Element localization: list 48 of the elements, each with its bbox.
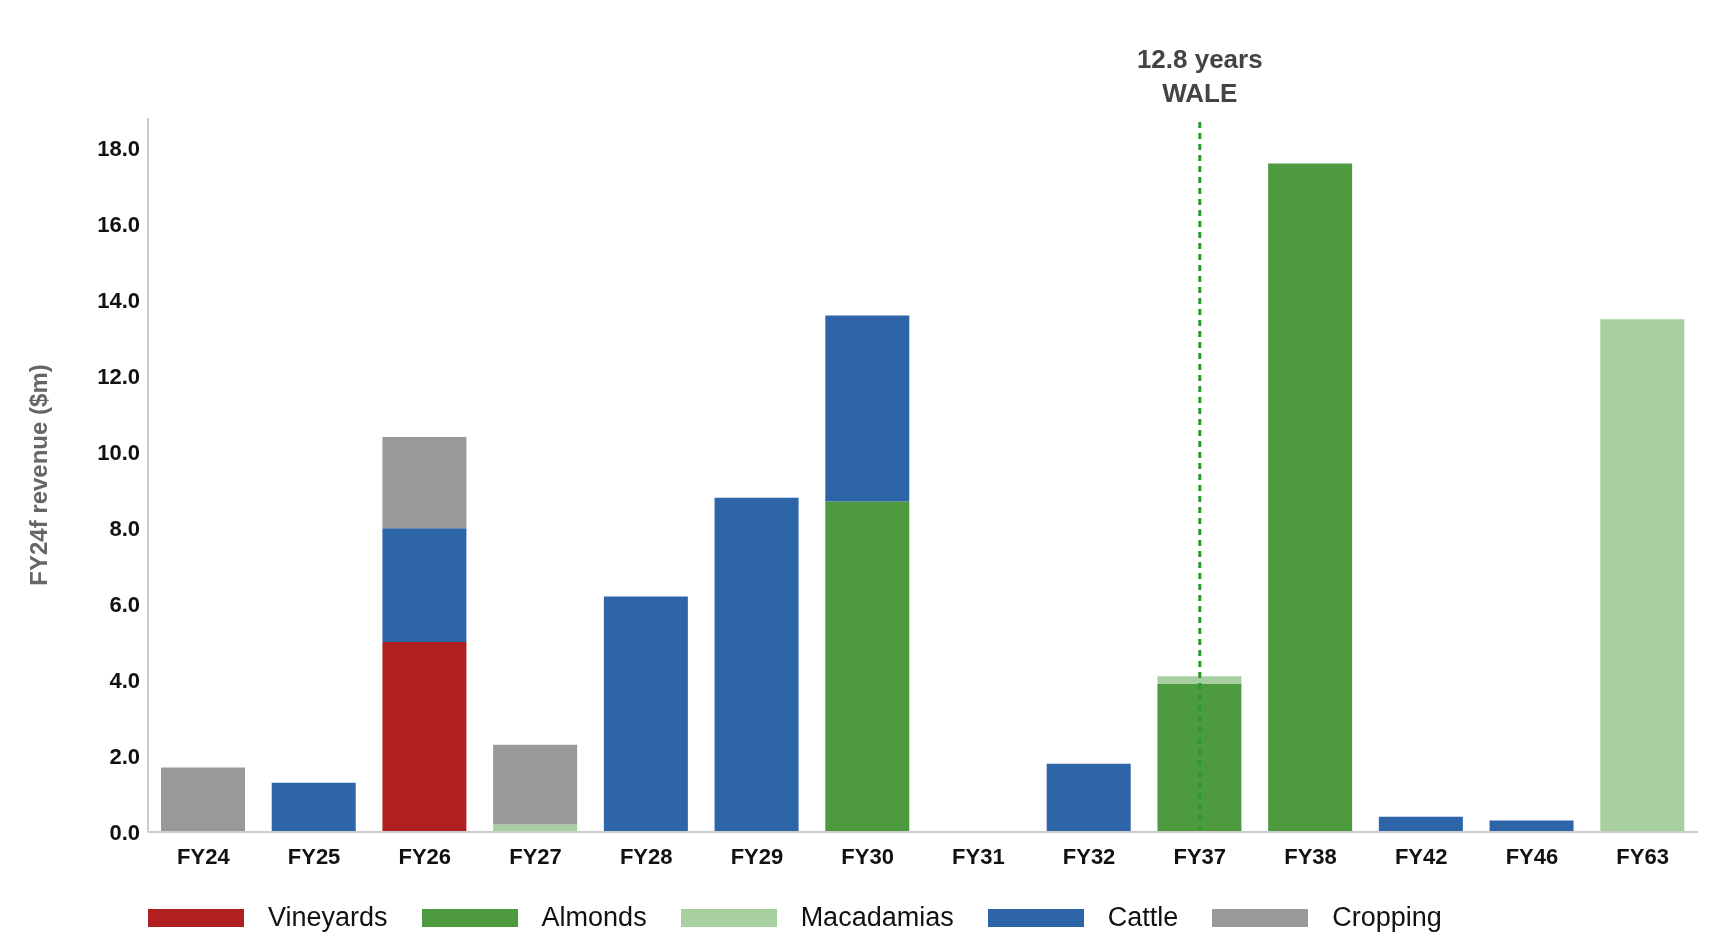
legend-label: Cropping	[1331, 902, 1442, 933]
x-tick-label: FY37	[1173, 843, 1227, 869]
bar	[271, 782, 356, 832]
x-tick-label: FY24	[177, 843, 231, 869]
y-tick-label: 4.0	[109, 667, 140, 693]
y-tick-label: 8.0	[109, 515, 140, 541]
bar	[382, 642, 467, 832]
x-tick-label: FY27	[509, 843, 562, 869]
bar	[825, 315, 910, 502]
y-tick-label: 10.0	[97, 440, 140, 466]
bar	[161, 767, 245, 832]
bar	[493, 744, 578, 825]
bar	[1046, 763, 1131, 832]
x-tick-label: FY26	[398, 843, 452, 869]
x-tick-label: FY38	[1284, 843, 1337, 869]
x-tick-label: FY42	[1394, 843, 1448, 869]
y-tick-label: 0.0	[109, 819, 140, 845]
bar	[1157, 683, 1242, 832]
y-axis-title: FY24f revenue ($m)	[24, 364, 52, 586]
x-tick-label: FY28	[619, 843, 673, 869]
ref-line-label: 12.8 years WALE	[1136, 44, 1263, 108]
bar	[1268, 163, 1353, 832]
x-tick-label: FY46	[1505, 843, 1559, 869]
y-tick-label: 16.0	[97, 212, 140, 238]
y-tick-label: 12.0	[97, 364, 140, 390]
bar	[493, 824, 578, 832]
x-tick-label: FY25	[287, 843, 341, 869]
x-tick-label: FY29	[730, 843, 784, 869]
bar	[825, 501, 910, 832]
legend-label: Vineyards	[267, 902, 388, 933]
bar	[603, 596, 688, 832]
bar	[1600, 319, 1685, 832]
y-tick-label: 6.0	[109, 591, 140, 617]
x-tick-label: FY63	[1616, 843, 1669, 869]
y-tick-label: 2.0	[109, 743, 140, 769]
bar	[382, 437, 467, 529]
y-tick-label: 18.0	[97, 136, 140, 162]
x-tick-label: FY30	[841, 843, 894, 869]
legend-label: Cattle	[1106, 902, 1179, 933]
x-tick-label: FY31	[952, 843, 1005, 869]
y-tick-label: 14.0	[97, 288, 140, 314]
x-tick-label: FY32	[1062, 843, 1116, 869]
legend-label: Almonds	[540, 902, 647, 933]
bar	[1378, 816, 1463, 832]
bar	[1157, 676, 1242, 684]
bar	[382, 528, 467, 643]
legend-label: Macadamias	[799, 902, 954, 933]
bar	[714, 497, 799, 832]
